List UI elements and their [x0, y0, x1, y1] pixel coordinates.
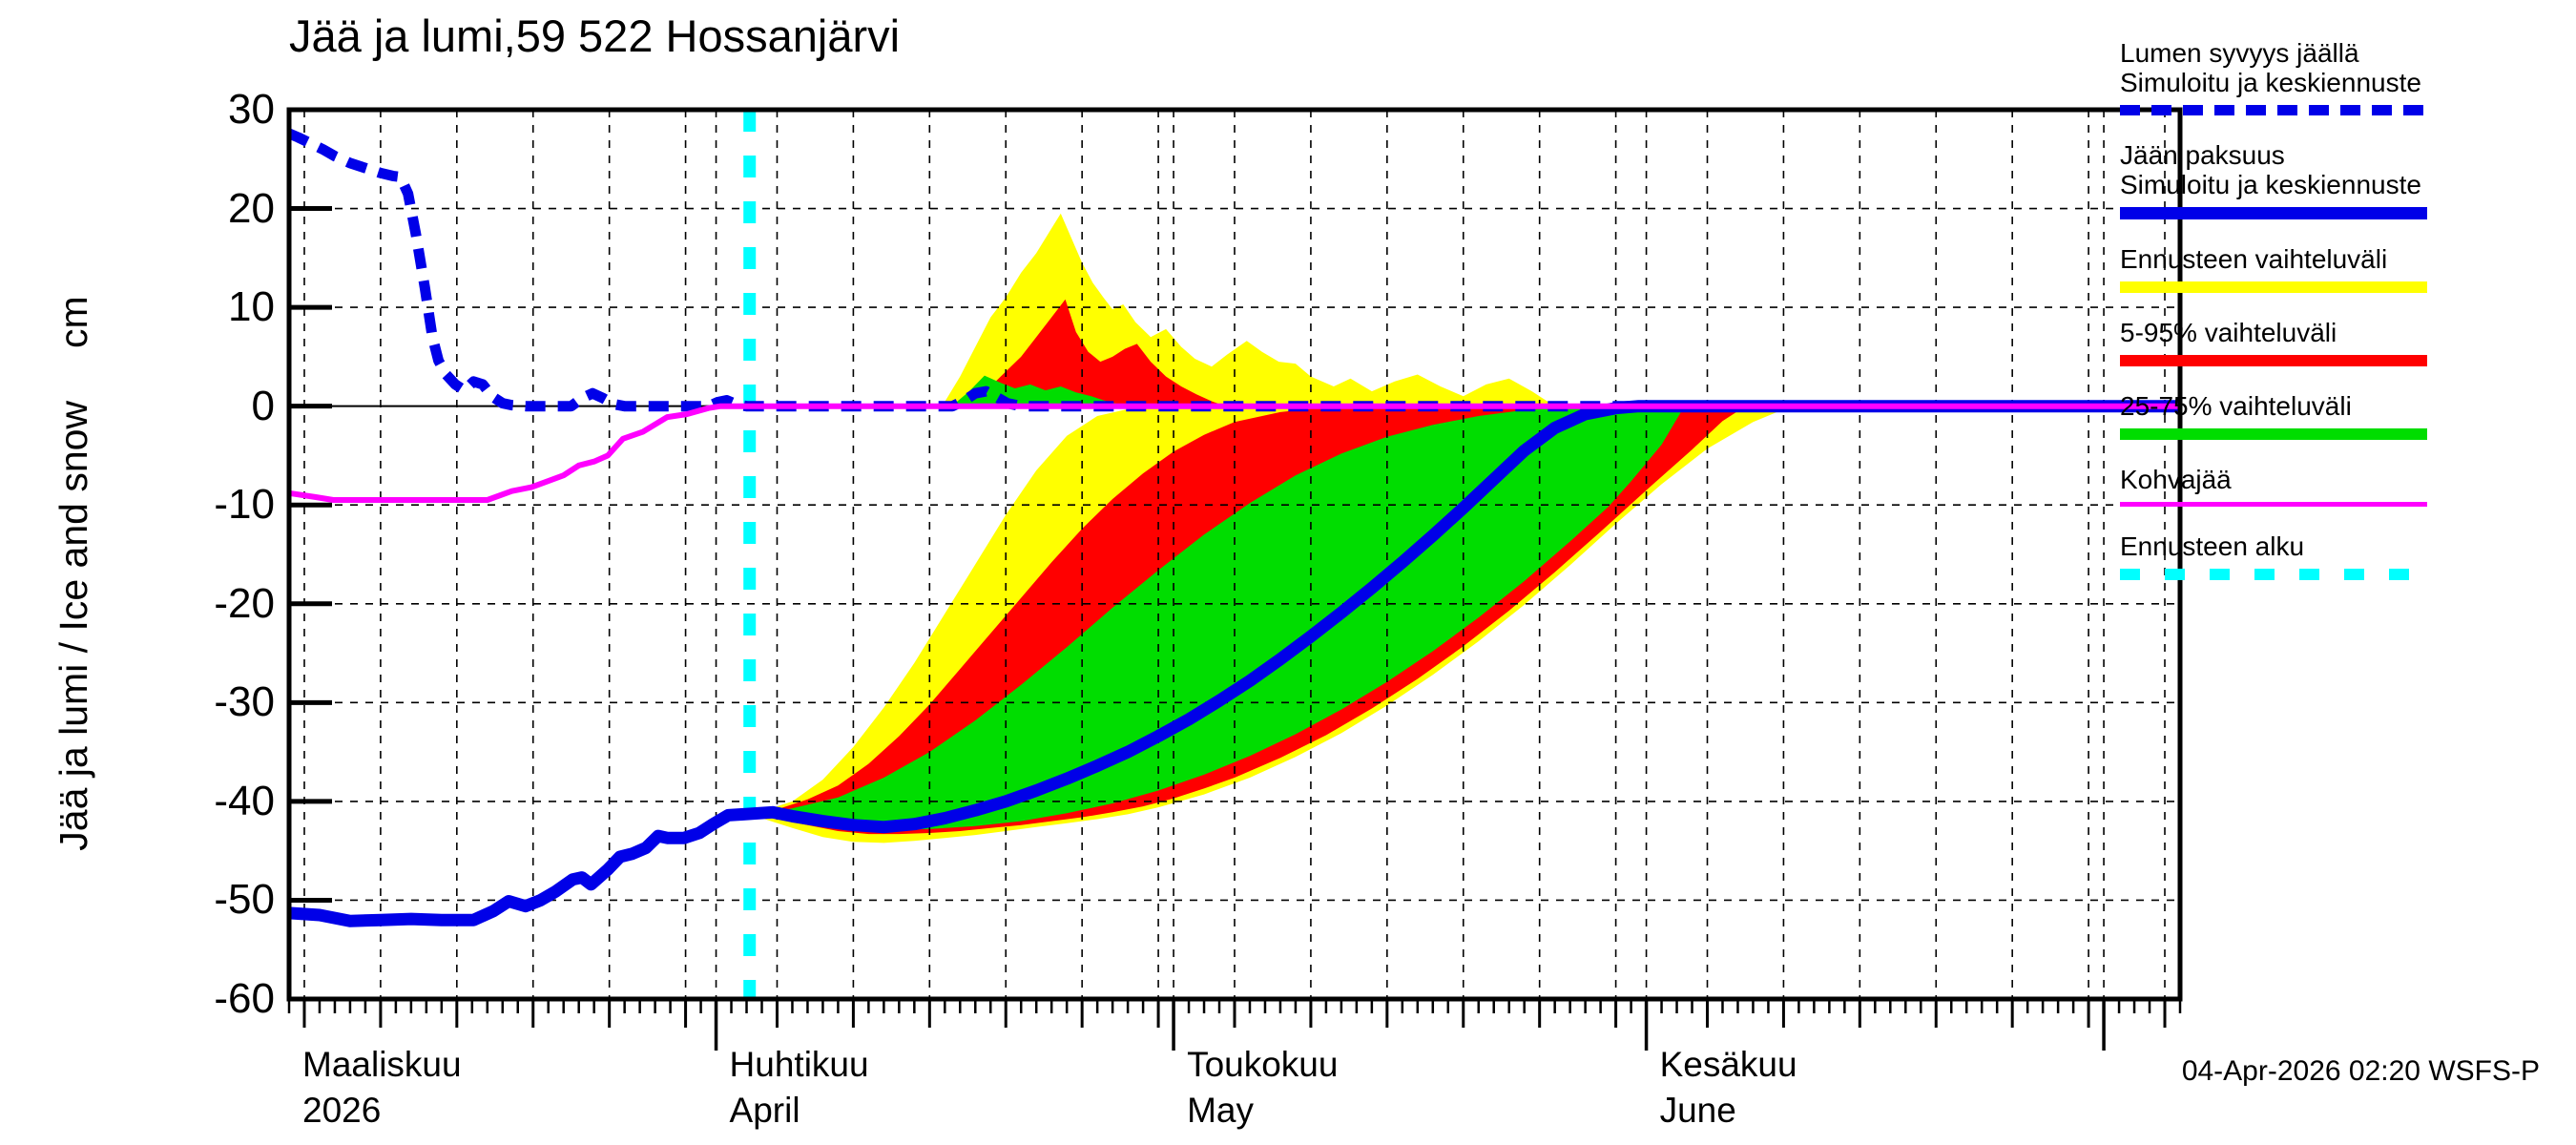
x-month-label: Huhtikuu April	[730, 1042, 869, 1134]
legend-item-sublabel: Simuloitu ja keskiennuste	[2120, 170, 2421, 199]
y-tick-label: -10	[214, 481, 275, 529]
x-month-label: Toukokuu May	[1187, 1042, 1338, 1134]
x-month-label-fi: Maaliskuu	[302, 1045, 462, 1084]
legend: Lumen syvyys jäällä Simuloitu ja keskienn…	[2120, 38, 2559, 605]
x-month-label-en: May	[1187, 1091, 1254, 1130]
x-month-label-en: June	[1659, 1091, 1736, 1130]
legend-item: Lumen syvyys jäällä Simuloitu ja keskienn…	[2120, 38, 2559, 115]
line-ice_thickness_median	[288, 400, 2180, 927]
x-month-label-fi: Kesäkuu	[1659, 1045, 1797, 1084]
legend-item: Ennusteen vaihteluväli	[2120, 244, 2559, 293]
band-snow_forecast_range_full	[943, 213, 1555, 406]
y-tick-label: -40	[214, 777, 275, 824]
legend-item: Ennusteen alku	[2120, 531, 2559, 580]
x-month-label-en: April	[729, 1091, 800, 1130]
legend-item-label: Ennusteen alku	[2120, 531, 2305, 561]
y-tick-label: -60	[214, 975, 275, 1022]
legend-item-label: 5-95% vaihteluväli	[2120, 318, 2337, 347]
legend-swatch-solid-blue	[2120, 207, 2427, 219]
band-snow_forecast_range_25_75	[953, 375, 1129, 406]
plot-frame	[286, 107, 2183, 1002]
legend-swatch-solid-yellow	[2120, 281, 2427, 293]
y-tick-label: -30	[214, 678, 275, 726]
legend-item: 5-95% vaihteluväli	[2120, 318, 2559, 366]
legend-swatch-dashed-blue	[2120, 105, 2427, 115]
band-snow_forecast_range_5_95	[968, 299, 1226, 406]
legend-item-label: Lumen syvyys jäällä	[2120, 38, 2359, 68]
y-tick-label: -20	[214, 579, 275, 627]
y-tick-label: 10	[228, 283, 275, 331]
y-axis-unit: cm	[52, 296, 95, 348]
legend-swatch-thin-magenta	[2120, 502, 2427, 507]
legend-item: 25-75% vaihteluväli	[2120, 391, 2559, 440]
legend-item-label: Kohvajää	[2120, 465, 2232, 494]
legend-swatch-dashed-cyan	[2120, 569, 2427, 580]
y-tick-label: 30	[228, 86, 275, 133]
chart-title: Jää ja lumi,59 522 Hossanjärvi	[289, 10, 901, 61]
legend-item-sublabel: Simuloitu ja keskiennuste	[2120, 68, 2421, 97]
y-tick-label: 0	[251, 382, 275, 429]
x-month-label-fi: Toukokuu	[1187, 1045, 1339, 1084]
x-month-label: Maaliskuu 2026	[302, 1042, 462, 1134]
y-tick-label: 20	[228, 184, 275, 232]
legend-item-label: Ennusteen vaihteluväli	[2120, 244, 2388, 274]
x-month-label-fi: Huhtikuu	[729, 1045, 869, 1084]
legend-swatch-solid-green	[2120, 428, 2427, 440]
y-tick-label: -50	[214, 876, 275, 924]
x-month-label-en: 2026	[302, 1091, 382, 1130]
legend-item: Kohvajää	[2120, 465, 2559, 507]
y-axis-label: Jää ja lumi / Ice and snow cm	[52, 201, 101, 946]
legend-swatch-solid-red	[2120, 355, 2427, 366]
line-kohvajaa_slush_ice	[288, 403, 2180, 503]
timestamp-label: 04-Apr-2026 02:20 WSFS-P	[2181, 1055, 2540, 1087]
legend-item-label: Jään paksuus	[2120, 140, 2285, 170]
legend-item-label: 25-75% vaihteluväli	[2120, 391, 2352, 421]
x-month-label: Kesäkuu June	[1660, 1042, 1797, 1134]
legend-item: Jään paksuus Simuloitu ja keskiennuste	[2120, 140, 2559, 219]
y-axis-label-text: Jää ja lumi / Ice and snow	[52, 400, 95, 851]
